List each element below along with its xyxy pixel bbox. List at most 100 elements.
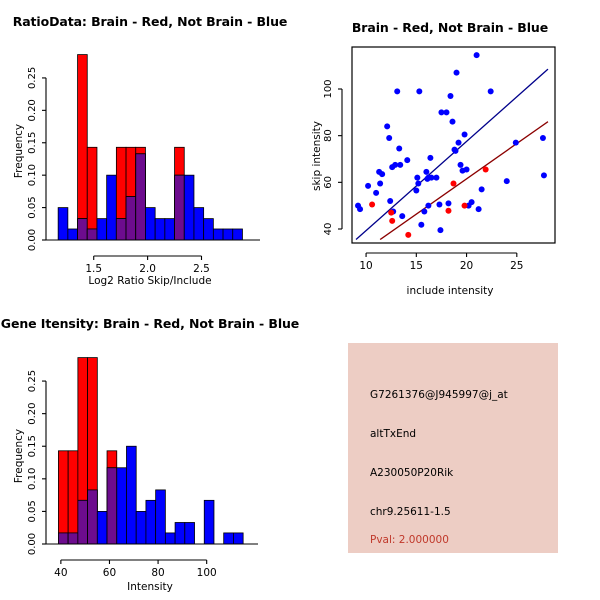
histogram-bar-blue [145, 207, 156, 241]
intensity-scatter-plot: 40 60 80 100 10 15 20 25 [323, 46, 556, 272]
x-tick-label: 2.0 [139, 263, 156, 275]
x-tick-label: 2.5 [193, 263, 210, 275]
y-tick-label: 0.20 [27, 403, 38, 425]
histogram-bar-overlap [125, 196, 137, 241]
scatter-point-blue [387, 198, 394, 204]
histogram-bar-blue [164, 218, 175, 241]
histogram-bar-blue [96, 511, 108, 545]
histogram-bar-blue [96, 218, 108, 241]
scatter-title: Brain - Red, Not Brain - Blue [351, 20, 549, 35]
svg-ratio-content: 0.00 0.05 0.10 0.15 0.20 0.25 1.5 2.0 2.5 [27, 54, 260, 275]
scatter-point-blue [365, 182, 372, 189]
event-type-text: altTxEnd [370, 428, 417, 440]
gene-info-box: G7261376@J945997@j_at altTxEnd A230050P2… [348, 343, 558, 553]
histogram-bar-blue [154, 218, 166, 241]
scatter-point-blue [445, 200, 452, 207]
scatter-point-blue [475, 206, 482, 213]
scatter-point-blue [384, 123, 391, 130]
histogram-bar-overlap [77, 218, 88, 241]
scatter-ylabel: skip intensity [311, 121, 323, 191]
scatter-point-blue [478, 186, 485, 193]
gene-histogram-title: Gene Itensity: Brain - Red, Not Brain - … [0, 316, 300, 331]
histogram-bar-overlap [86, 228, 98, 241]
scatter-point-blue [437, 227, 444, 234]
scatter-point-blue [423, 168, 430, 175]
scatter-point-blue [455, 139, 462, 146]
x-tick-label: 1.5 [85, 263, 102, 275]
scatter-point-blue [373, 189, 380, 196]
histogram-bar-blue [193, 207, 205, 241]
histogram-bar-red [58, 450, 69, 545]
x-tick-label: 10 [359, 260, 372, 272]
y-tick-label: 0.25 [27, 370, 38, 392]
y-tick-label: 100 [323, 79, 334, 98]
scatter-point-red [388, 209, 395, 216]
scatter-point-blue [539, 135, 546, 141]
y-tick-label: 0.05 [27, 196, 38, 218]
scatter-point-red [369, 201, 376, 208]
histogram-bar-blue [155, 489, 166, 545]
x-tick-label: 80 [151, 567, 164, 579]
y-tick-label: 40 [323, 223, 334, 236]
y-tick-label: 80 [323, 129, 334, 142]
histogram-bar-overlap [58, 532, 69, 545]
ratio-histogram-ylabel: Frequency [13, 123, 25, 179]
scatter-point-red [461, 202, 468, 209]
x-tick-label: 20 [460, 260, 473, 272]
svg-scatter-content: 40 60 80 100 10 15 20 25 [323, 46, 556, 272]
scatter-point-blue [427, 154, 434, 161]
histogram-bar-overlap [106, 467, 118, 545]
scatter-point-blue [453, 69, 460, 76]
ratio-histogram-xlabel: Log2 Ratio Skip/Include [88, 275, 212, 287]
scatter-point-blue [438, 109, 445, 116]
x-tick-label: 25 [510, 260, 523, 272]
histogram-bar-blue [174, 522, 186, 545]
histogram-bar-blue [203, 218, 214, 241]
regression-line [355, 68, 549, 240]
scatter-point-blue [421, 208, 428, 215]
histogram-bar-blue [222, 228, 234, 241]
scatter-point-blue [392, 161, 399, 168]
scatter-xlabel: include intensity [406, 285, 494, 297]
ratio-histogram-plot: 0.00 0.05 0.10 0.15 0.20 0.25 1.5 2.0 2.5 [27, 54, 260, 275]
histogram-bar-blue [67, 228, 78, 241]
scatter-point-blue [468, 199, 475, 206]
histogram-bar-overlap [77, 499, 88, 545]
scatter-point-blue [433, 174, 440, 181]
gene-intensity-histogram-plot: 0.00 0.05 0.10 0.15 0.20 0.25 40 60 80 100 [27, 357, 258, 579]
histogram-bar-blue [57, 207, 69, 241]
scatter-point-blue [396, 145, 403, 152]
gene-symbol-text: A230050P20Rik [370, 467, 454, 479]
scatter-point-blue [512, 139, 519, 146]
scatter-point-red [445, 207, 452, 214]
scatter-point-blue [379, 171, 386, 178]
scatter-point-blue [416, 88, 423, 95]
histogram-bar-blue [184, 522, 195, 545]
scatter-point-red [389, 217, 396, 224]
histogram-bar-overlap [87, 489, 98, 545]
histogram-bar-blue [212, 228, 224, 241]
scatter-point-blue [457, 161, 464, 168]
histogram-bar-blue [126, 445, 137, 545]
y-tick-label: 0.00 [27, 229, 38, 251]
scatter-point-blue [425, 202, 432, 209]
histogram-bar-blue [106, 174, 117, 241]
scatter-point-blue [452, 147, 459, 154]
panel-gene-intensity-histogram: Gene Itensity: Brain - Red, Not Brain - … [0, 300, 300, 600]
gene-histogram-xlabel: Intensity [127, 581, 173, 593]
regression-line [379, 121, 549, 241]
plot-inner [355, 52, 549, 241]
y-tick-label: 60 [323, 176, 334, 189]
histogram-bar-overlap [135, 153, 146, 241]
histogram-bar-red [77, 54, 88, 241]
histogram-bar-red [67, 450, 79, 545]
scatter-point-blue [487, 88, 494, 95]
scatter-point-red [405, 231, 412, 238]
scatter-point-blue [461, 131, 468, 138]
panel-ratio-histogram: RatioData: Brain - Red, Not Brain - Blue… [0, 0, 300, 300]
scatter-point-blue [414, 174, 421, 181]
histogram-bar-blue [223, 532, 234, 545]
panel-intensity-scatter: Brain - Red, Not Brain - Blue 40 60 80 100 1… [300, 0, 600, 300]
scatter-point-blue [397, 161, 404, 168]
pval-text: Pval: 2.000000 [370, 534, 449, 546]
